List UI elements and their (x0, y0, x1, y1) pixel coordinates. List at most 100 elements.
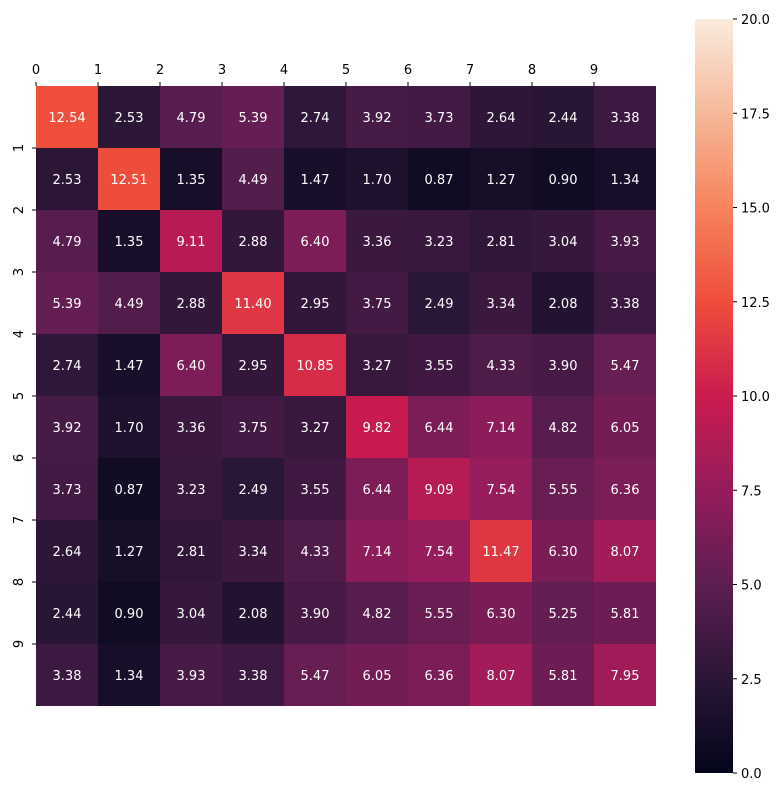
heatmap-cell (98, 396, 160, 458)
heatmap-cell (160, 334, 222, 396)
cell-value-label: 6.44 (425, 421, 454, 436)
x-tick-label: 5 (342, 63, 350, 78)
cell-labels: 12.54 2.53 4.79 5.39 2.74 3.92 3.73 2.64 2.44 3.3… (48, 111, 639, 684)
y-tick-label: 2 (12, 206, 27, 214)
heatmap-cell (36, 520, 98, 582)
cell-value-label: 2.49 (239, 483, 268, 498)
heatmap-cell (408, 458, 470, 520)
cell-value-label: 8.07 (487, 669, 516, 684)
x-tick-label: 0 (32, 63, 40, 78)
y-tick-label: 5 (12, 392, 27, 400)
cell-value-label: 1.70 (363, 173, 392, 188)
heatmap-cell (470, 458, 532, 520)
heatmap-cell (222, 272, 284, 334)
cell-value-label: 3.38 (53, 669, 82, 684)
heatmap-cell (532, 210, 594, 272)
cell-value-label: 3.90 (549, 359, 578, 374)
heatmap-cell (594, 458, 656, 520)
x-tick-label: 7 (466, 63, 474, 78)
cell-value-label: 3.23 (425, 235, 454, 250)
heatmap-cell (408, 272, 470, 334)
heatmap-cell (594, 210, 656, 272)
heatmap-cell (408, 396, 470, 458)
y-tick-label: 8 (12, 578, 27, 586)
cell-value-label: 6.30 (549, 545, 578, 560)
cell-value-label: 1.34 (115, 669, 144, 684)
cell-value-label: 2.44 (53, 607, 82, 622)
heatmap-cell (532, 396, 594, 458)
cell-value-label: 12.51 (110, 173, 147, 188)
heatmap-cell (346, 210, 408, 272)
y-tick-label: 9 (12, 640, 27, 648)
heatmap-cell (98, 520, 160, 582)
x-tick-label: 8 (528, 63, 536, 78)
cell-value-label: 2.44 (549, 111, 578, 126)
cell-value-label: 3.04 (177, 607, 206, 622)
heatmap-cell (284, 520, 346, 582)
heatmap-cell (346, 458, 408, 520)
cell-value-label: 0.90 (115, 607, 144, 622)
y-tick-label: 4 (12, 330, 27, 338)
colorbar-tick-label: 10.0 (741, 390, 770, 405)
cell-value-label: 0.87 (425, 173, 454, 188)
heatmap-cell (98, 644, 160, 706)
cell-value-label: 3.55 (425, 359, 454, 374)
cell-value-label: 8.07 (611, 545, 640, 560)
heatmap-cell (160, 582, 222, 644)
heatmap-cells (36, 86, 656, 706)
heatmap-cell (222, 86, 284, 148)
cell-value-label: 3.38 (611, 297, 640, 312)
heatmap-cell (160, 148, 222, 210)
colorbar-tick-label: 5.0 (741, 579, 762, 594)
y-tick-label: 3 (12, 268, 27, 276)
x-tick-label: 4 (280, 63, 288, 78)
cell-value-label: 2.88 (177, 297, 206, 312)
heatmap-cell (160, 458, 222, 520)
cell-value-label: 3.23 (177, 483, 206, 498)
cell-value-label: 3.04 (549, 235, 578, 250)
cell-value-label: 3.27 (363, 359, 392, 374)
cell-value-label: 4.79 (53, 235, 82, 250)
heatmap-cell (284, 396, 346, 458)
heatmap-cell (470, 148, 532, 210)
heatmap-cell (470, 86, 532, 148)
heatmap-cell (532, 582, 594, 644)
cell-value-label: 1.47 (301, 173, 330, 188)
cell-value-label: 4.33 (487, 359, 516, 374)
x-tick-label: 3 (218, 63, 226, 78)
heatmap-cell (470, 334, 532, 396)
cell-value-label: 1.27 (115, 545, 144, 560)
heatmap-cell (594, 148, 656, 210)
cell-value-label: 4.82 (549, 421, 578, 436)
heatmap-cell (222, 582, 284, 644)
heatmap-cell (36, 210, 98, 272)
cell-value-label: 1.35 (177, 173, 206, 188)
heatmap-cell (408, 644, 470, 706)
cell-value-label: 5.47 (611, 359, 640, 374)
heatmap-cell (408, 210, 470, 272)
cell-value-label: 7.54 (487, 483, 516, 498)
heatmap-cell (284, 210, 346, 272)
colorbar-tick-label: 7.5 (741, 484, 762, 499)
heatmap-cell (408, 334, 470, 396)
heatmap-cell (222, 148, 284, 210)
heatmap-cell (346, 396, 408, 458)
y-tick-label: 6 (12, 454, 27, 462)
cell-value-label: 2.88 (239, 235, 268, 250)
x-tick-label: 2 (156, 63, 164, 78)
cell-value-label: 0.87 (115, 483, 144, 498)
cell-value-label: 9.09 (425, 483, 454, 498)
cell-value-label: 10.85 (296, 359, 333, 374)
colorbar-tick-label: 2.5 (741, 673, 762, 688)
heatmap-cell (470, 396, 532, 458)
cell-value-label: 7.14 (363, 545, 392, 560)
heatmap-cell (346, 644, 408, 706)
colorbar-axis: 0.0 2.5 5.0 7.5 10.0 12.5 15.0 17.5 20.0 (733, 13, 770, 782)
heatmap-cell (222, 334, 284, 396)
heatmap-cell (284, 458, 346, 520)
heatmap-cell (346, 334, 408, 396)
heatmap-cell (346, 520, 408, 582)
heatmap-cell (36, 582, 98, 644)
heatmap-cell (284, 86, 346, 148)
